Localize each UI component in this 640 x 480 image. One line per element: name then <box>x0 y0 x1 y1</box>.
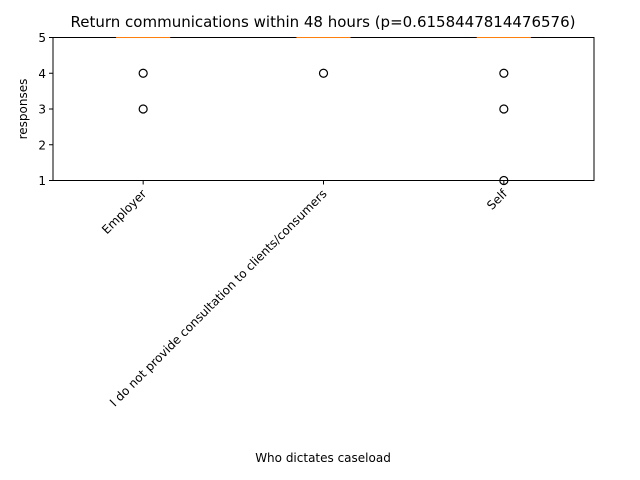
box-2 <box>476 37 532 186</box>
y-axis-label: responses <box>16 79 30 140</box>
outlier-point <box>138 104 148 114</box>
box-group <box>115 37 532 186</box>
y-tick-label: 1 <box>38 174 46 188</box>
outlier-point <box>499 104 509 114</box>
y-axis: 1 2 3 4 5 <box>38 31 53 188</box>
plot-area <box>52 37 595 181</box>
chart-title: Return communications within 48 hours (p… <box>71 13 576 31</box>
x-tick-label: Self <box>484 186 510 212</box>
x-tick-label: I do not provide consultation to clients… <box>107 187 330 410</box>
outlier-point <box>499 175 509 186</box>
y-tick-label: 3 <box>38 103 46 117</box>
y-tick-label: 5 <box>38 31 46 45</box>
x-tick-label: Employer <box>99 187 149 237</box>
box-0 <box>115 37 171 114</box>
box-1 <box>295 37 352 78</box>
y-tick-label: 2 <box>38 138 46 152</box>
outlier-point <box>138 68 148 78</box>
outlier-point <box>318 68 329 78</box>
y-tick-label: 4 <box>38 67 46 81</box>
x-axis-label: Who dictates caseload <box>255 451 391 465</box>
outlier-point <box>499 68 509 78</box>
